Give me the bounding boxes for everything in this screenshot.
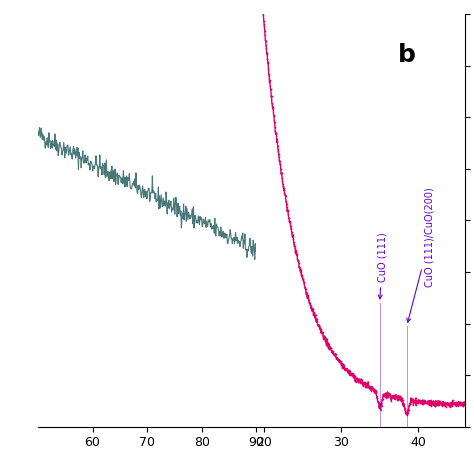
Text: CuO (111)/CuO(200): CuO (111)/CuO(200)	[407, 188, 435, 322]
Text: b: b	[398, 43, 416, 67]
Text: CuO (111): CuO (111)	[377, 233, 387, 299]
